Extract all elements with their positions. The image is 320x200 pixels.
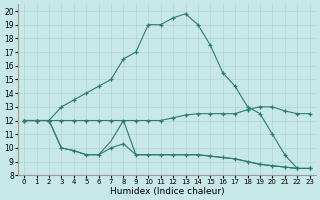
X-axis label: Humidex (Indice chaleur): Humidex (Indice chaleur) — [109, 187, 224, 196]
